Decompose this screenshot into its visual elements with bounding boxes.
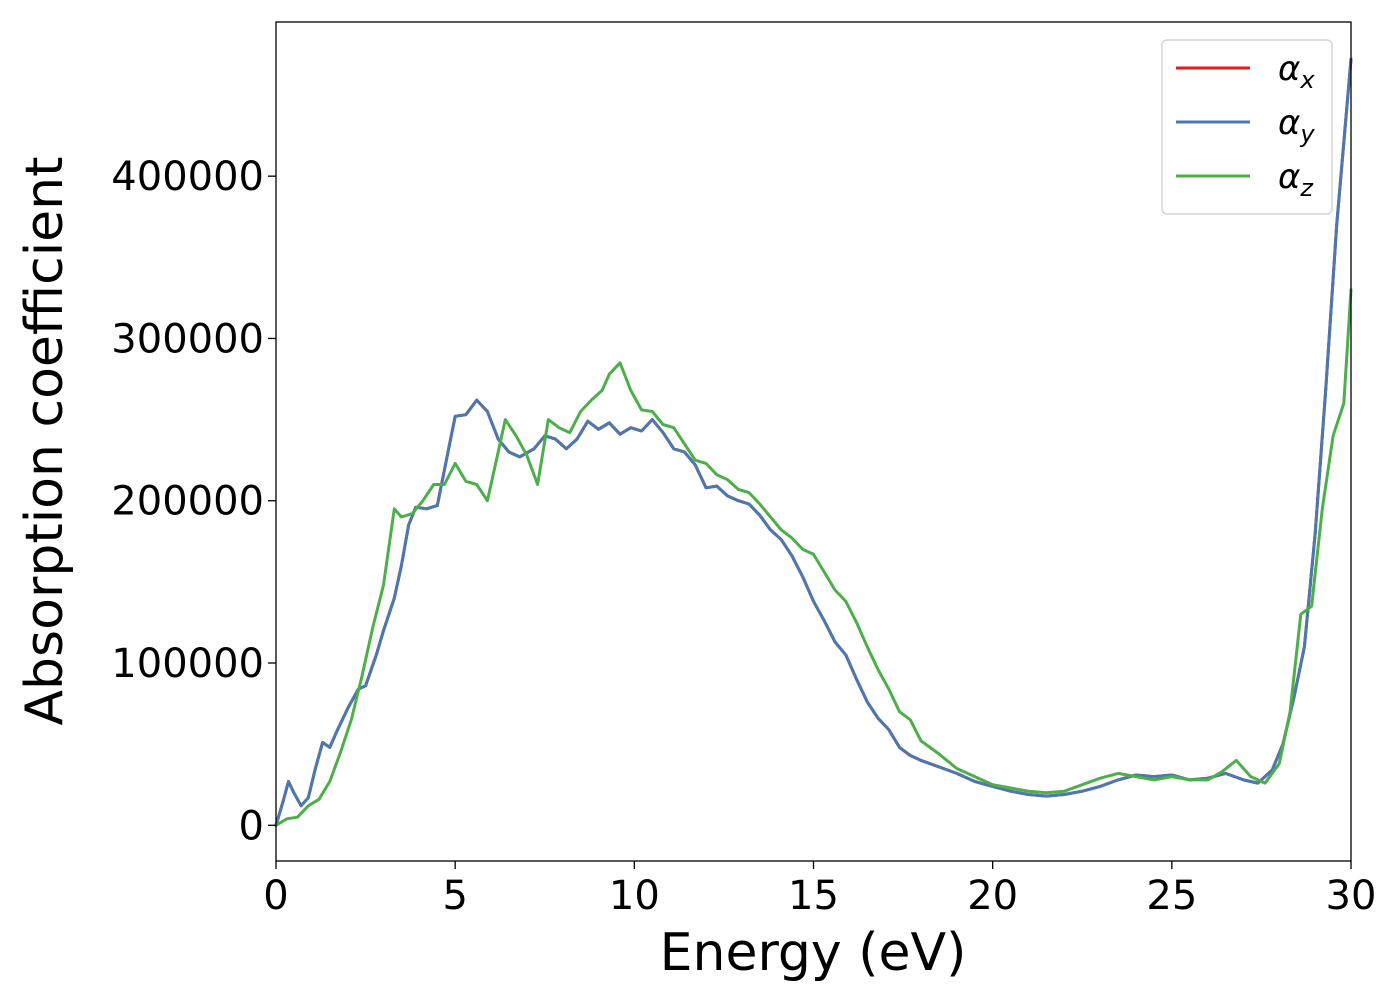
x-tick-label: 10 <box>609 873 660 919</box>
x-tick-label: 30 <box>1326 873 1377 919</box>
x-tick-label: 25 <box>1146 873 1197 919</box>
series-layer <box>274 57 1353 827</box>
y-tick-label: 300000 <box>111 316 264 362</box>
y-axis-label: Absorption coefficient <box>15 156 75 725</box>
y-tick-label: 0 <box>239 803 264 849</box>
y-axis: 0 100000 200000 300000 400000 <box>111 154 276 849</box>
x-tick-label: 15 <box>788 873 839 919</box>
x-axis-label: Energy (eV) <box>660 923 967 983</box>
y-tick-label: 400000 <box>111 154 264 200</box>
series-line-2 <box>274 288 1353 827</box>
x-axis: 0 5 10 15 20 25 30 <box>263 861 1376 919</box>
legend-box <box>1161 39 1333 215</box>
x-tick-label: 5 <box>442 873 467 919</box>
y-tick-label: 200000 <box>111 479 264 525</box>
x-tick-label: 20 <box>967 873 1018 919</box>
x-tick-label: 0 <box>263 873 288 919</box>
y-tick-label: 100000 <box>111 641 264 687</box>
